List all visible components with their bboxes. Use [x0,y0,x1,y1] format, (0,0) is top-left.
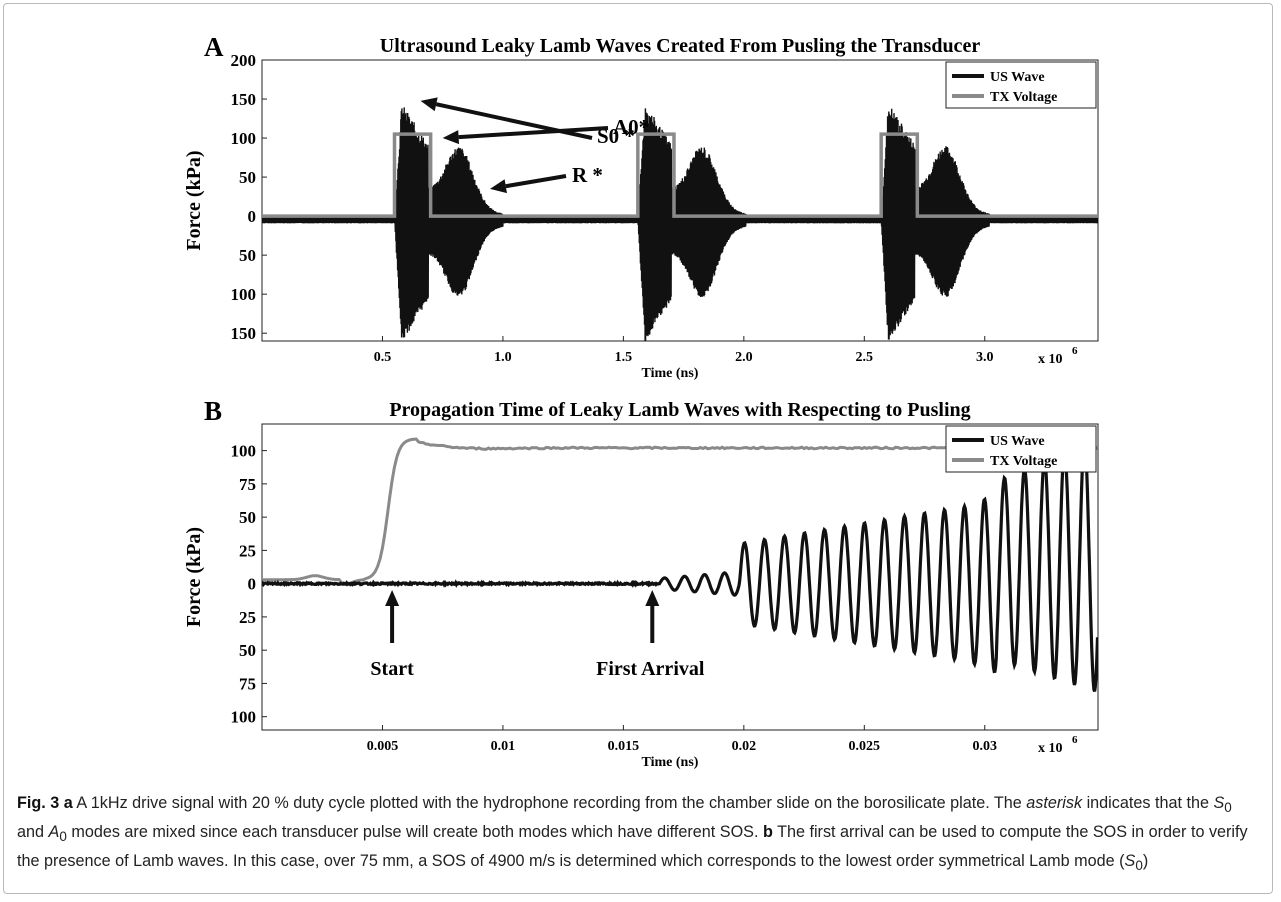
figure-caption: Fig. 3 a A 1kHz drive signal with 20 % d… [17,791,1262,879]
caption-a-text: A 1kHz drive signal with 20 % duty cycle… [72,794,1027,812]
caption-fig-label: Fig. 3 [17,794,60,812]
annotation-arrow-shaft [458,126,609,140]
x-tick-label: 2.5 [856,350,874,365]
y-tick-label: 100 [231,442,257,461]
y-tick-label: 100 [231,708,257,727]
caption-a-subscript: 0 [59,829,67,845]
x-tick-label: 0.005 [367,739,399,754]
caption-b-label: b [762,823,773,842]
y-tick-label: 150 [231,324,257,343]
y-tick-label: 50 [239,246,256,265]
y-tick-label: 100 [231,129,257,148]
annotation-arrow-head [442,130,460,145]
x-tick-label: 0.02 [732,739,757,754]
legend-entry: US Wave [990,70,1045,85]
legend: US Wave TX Voltage [945,61,1097,109]
chart-panel-a: A Ultrasound Leaky Lamb Waves Created Fro… [183,32,1099,381]
caption-s-subscript: 0 [1224,800,1232,816]
annotation-label: First Arrival [596,658,705,680]
y-tick-label: 75 [239,674,256,693]
caption-a-label: a [63,794,73,812]
x-tick-label: 2.0 [735,350,753,365]
caption-a-text3: modes are mixed since each transducer pu… [66,823,763,842]
legend: US Wave TX Voltage [945,425,1097,473]
annotation-label: A0* [613,115,649,139]
legend-box [945,425,1097,473]
y-tick-label: 75 [239,475,256,494]
x-tick-label: 0.03 [973,739,998,754]
panel-label: A [204,32,224,62]
x-tick-label: 1.5 [615,350,633,365]
caption-a-text2: indicates that the [1082,794,1214,812]
y-axis-label: Force (kPa) [183,150,205,250]
caption-s-symbol-2: S [1124,852,1136,871]
caption-and-text: and [17,823,49,842]
figure-charts: A Ultrasound Leaky Lamb Waves Created Fro… [183,32,1099,770]
y-tick-label: 0 [248,207,257,226]
y-tick-label: 50 [239,508,256,527]
x-multiplier-exponent: 6 [1072,734,1078,746]
y-tick-label: 200 [231,51,257,70]
x-multiplier: x 10 [1038,352,1063,367]
legend-entry: TX Voltage [990,90,1057,105]
x-tick-label: 3.0 [976,350,994,365]
annotation-label: Start [370,658,414,680]
annotation-arrow-head [490,179,507,194]
annotation-arrow-head [645,590,660,606]
x-multiplier-exponent: 6 [1072,345,1078,357]
x-tick-label: 1.0 [494,350,512,365]
y-tick-label: 25 [239,608,256,627]
chart-title: Propagation Time of Leaky Lamb Waves wit… [389,399,970,421]
x-tick-label: 0.025 [849,739,881,754]
x-axis-label: Time (ns) [642,366,699,381]
y-axis-label: Force (kPa) [183,527,205,627]
legend-box [945,61,1097,109]
plot-area [261,59,1099,342]
y-tick-label: 0 [248,575,257,594]
annotation-arrow-shaft [505,174,567,189]
legend-entry: US Wave [990,434,1045,449]
series-line-tx-voltage [262,132,1098,218]
caption-b-close: ) [1142,852,1149,871]
y-tick-label: 50 [239,168,256,187]
x-multiplier: x 10 [1038,741,1063,756]
x-axis-label: Time (ns) [642,755,699,770]
x-tick-label: 0.015 [608,739,640,754]
annotation-arrow-head [420,97,438,112]
y-tick-label: 25 [239,541,256,560]
plot-area [261,423,1099,731]
caption-s-symbol: S [1213,794,1225,812]
x-tick-label: 0.01 [491,739,516,754]
caption-a-symbol: A [48,823,60,842]
y-tick-label: 150 [231,90,257,109]
series-line-us-wave [262,107,1098,341]
legend-entry: TX Voltage [990,454,1057,469]
y-tick-label: 100 [231,285,257,304]
caption-b-text: The first arrival can be used to compute… [17,823,1248,871]
annotation-arrow-head [385,590,400,606]
annotation-label: R * [572,163,603,187]
chart-title: Ultrasound Leaky Lamb Waves Created From… [380,35,981,57]
caption-asterisk-word: asterisk [1026,794,1083,812]
series-line-us-wave [262,441,1098,692]
y-tick-label: 50 [239,641,256,660]
chart-panel-b: B Propagation Time of Leaky Lamb Waves wi… [183,396,1099,770]
caption-s-subscript-2: 0 [1135,858,1143,874]
x-tick-label: 0.5 [374,350,392,365]
panel-label: B [204,396,222,426]
